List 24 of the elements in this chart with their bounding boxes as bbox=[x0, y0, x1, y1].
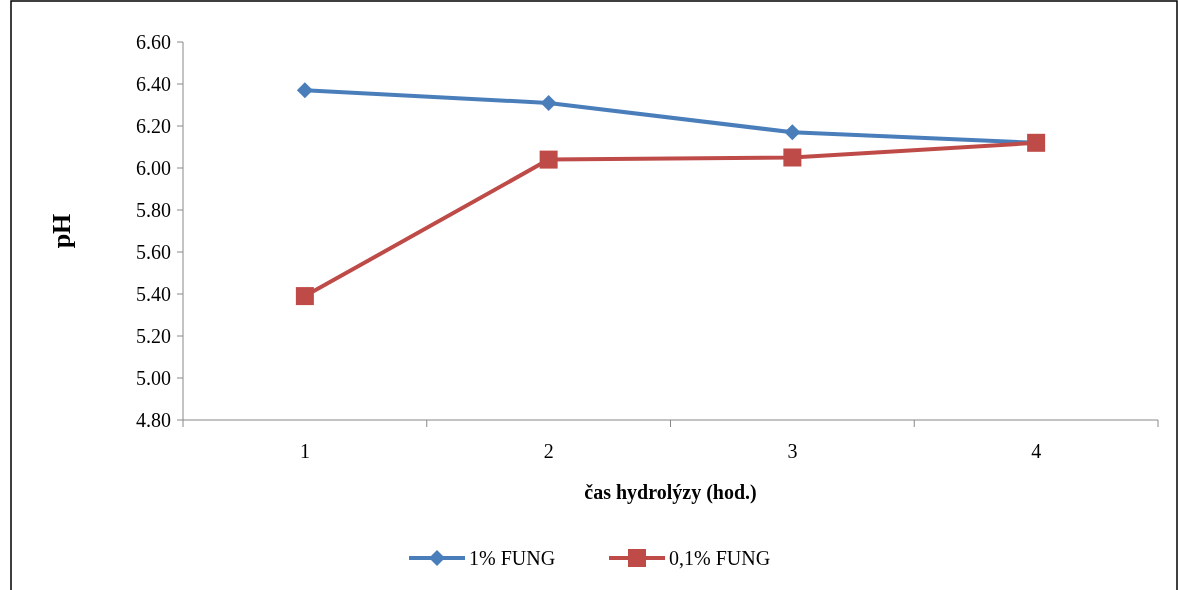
point bbox=[783, 148, 802, 167]
y-tick-label: 5.00 bbox=[136, 367, 171, 389]
legend-label: 1% FUNG bbox=[469, 547, 556, 569]
x-tick-label: 2 bbox=[543, 440, 554, 462]
x-tick-label: 1 bbox=[299, 440, 310, 462]
point bbox=[296, 82, 313, 99]
y-tick-label: 4.80 bbox=[136, 409, 171, 431]
x-tick-label: 3 bbox=[787, 440, 798, 462]
y-tick-label: 6.20 bbox=[136, 115, 171, 137]
y-axis-title: pH bbox=[47, 213, 76, 249]
point bbox=[784, 124, 801, 141]
point bbox=[539, 150, 558, 169]
point bbox=[540, 94, 557, 111]
point bbox=[295, 287, 314, 306]
y-tick-label: 6.60 bbox=[136, 31, 171, 53]
x-tick-label: 4 bbox=[1031, 440, 1042, 462]
legend-label: 0,1% FUNG bbox=[669, 547, 771, 569]
y-tick-label: 5.40 bbox=[136, 283, 171, 305]
y-tick-label: 5.20 bbox=[136, 325, 171, 347]
y-tick-label: 5.80 bbox=[136, 199, 171, 221]
y-tick-label: 6.40 bbox=[136, 73, 171, 95]
x-axis-title: čas hydrolýzy (hod.) bbox=[584, 481, 757, 504]
y-tick-label: 6.00 bbox=[136, 157, 171, 179]
y-tick-label: 5.60 bbox=[136, 241, 171, 263]
